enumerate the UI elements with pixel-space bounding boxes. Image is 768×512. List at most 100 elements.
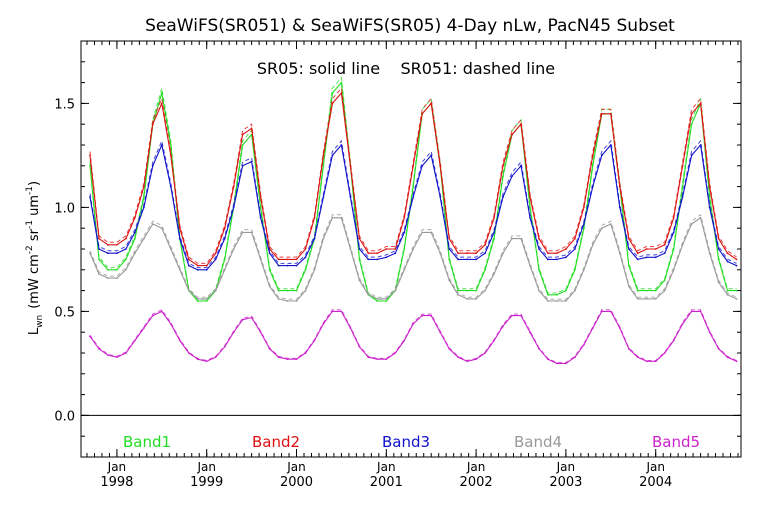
data-point-band3 — [196, 268, 199, 271]
data-point-band4 — [421, 231, 424, 234]
data-point-band2 — [412, 164, 415, 167]
data-point-band2 — [600, 112, 603, 115]
data-point-band3 — [583, 223, 585, 225]
data-point-band2 — [565, 248, 567, 250]
data-point-band3 — [466, 258, 468, 261]
data-point-band4 — [654, 298, 657, 300]
data-point-band5 — [484, 352, 486, 354]
data-point-band1 — [547, 293, 549, 296]
data-point-band5 — [627, 347, 630, 350]
data-point-band4 — [98, 273, 100, 275]
data-point-band4 — [196, 298, 199, 300]
data-point-band5 — [583, 343, 585, 346]
data-point-band3 — [421, 164, 424, 167]
data-point-band2 — [304, 248, 307, 250]
data-point-band1 — [134, 237, 136, 240]
data-point-band2 — [726, 252, 729, 255]
data-point-band4 — [268, 285, 271, 288]
data-point-band4 — [574, 289, 576, 292]
data-point-band2 — [358, 237, 361, 240]
data-point-band4 — [412, 248, 415, 250]
data-point-band2 — [466, 252, 468, 255]
data-point-band5 — [493, 339, 495, 342]
data-point-band3 — [322, 196, 325, 198]
data-point-band3 — [681, 196, 684, 198]
data-point-band5 — [726, 356, 729, 359]
data-point-band5 — [538, 347, 540, 350]
data-point-band1 — [376, 300, 379, 302]
data-point-band4 — [340, 216, 343, 219]
data-point-band1 — [403, 248, 406, 250]
data-point-band3 — [89, 196, 91, 198]
data-point-band4 — [367, 293, 370, 296]
data-point-band3 — [205, 268, 208, 271]
data-point-band2 — [277, 258, 280, 261]
data-point-band3 — [556, 258, 558, 261]
data-point-band5 — [331, 310, 334, 313]
data-point-band5 — [609, 310, 612, 313]
data-point-band3 — [493, 231, 495, 234]
data-point-band1 — [196, 300, 199, 302]
data-point-band5 — [196, 358, 199, 361]
data-point-band3 — [223, 237, 226, 240]
data-point-band2 — [259, 196, 262, 198]
x-tick-label-month: Jan — [556, 460, 576, 474]
data-point-band1 — [529, 206, 531, 209]
data-point-band2 — [591, 154, 594, 157]
data-point-band2 — [457, 252, 459, 255]
data-point-band2 — [708, 185, 711, 188]
data-point-band4 — [484, 289, 486, 292]
data-point-band1 — [268, 268, 271, 271]
data-point-band1 — [98, 258, 100, 261]
data-point-band3 — [645, 256, 648, 259]
x-tick-label-month: Jan — [286, 460, 306, 474]
data-point-band2 — [241, 133, 244, 136]
data-point-band1 — [457, 289, 459, 292]
data-point-band2 — [421, 112, 424, 115]
data-point-band1 — [412, 185, 415, 188]
data-point-band2 — [313, 216, 316, 219]
data-point-band5 — [205, 360, 208, 363]
data-point-band4 — [645, 298, 648, 300]
data-point-band5 — [735, 360, 738, 363]
series-line-band3-sr051 — [89, 139, 737, 269]
data-point-band2 — [143, 185, 145, 188]
data-point-band4 — [241, 231, 244, 234]
data-point-band4 — [547, 300, 549, 302]
data-point-band3 — [690, 154, 693, 157]
data-point-band3 — [403, 231, 406, 234]
data-point-band1 — [205, 300, 208, 302]
data-point-band3 — [412, 196, 415, 198]
data-point-band2 — [627, 237, 630, 240]
data-point-band5 — [565, 362, 567, 365]
data-point-band2 — [520, 123, 522, 126]
data-point-band3 — [735, 264, 738, 267]
data-point-band2 — [322, 154, 325, 157]
data-point-band3 — [385, 256, 388, 259]
data-point-band1 — [125, 258, 127, 261]
data-point-band1 — [636, 289, 639, 292]
data-point-band4 — [708, 252, 711, 255]
data-point-band1 — [116, 268, 118, 271]
data-point-band3 — [349, 196, 352, 198]
data-point-band5 — [304, 352, 307, 354]
data-point-band4 — [169, 248, 172, 250]
data-point-band3 — [187, 264, 190, 267]
x-tick-label-year: 2004 — [639, 475, 672, 490]
data-point-band4 — [187, 289, 190, 292]
data-point-band2 — [493, 216, 495, 219]
y-axis-label-exp: -2 — [25, 245, 35, 254]
data-point-band1 — [277, 289, 280, 292]
data-point-band1 — [583, 227, 585, 230]
data-point-band3 — [295, 264, 298, 267]
data-point-band2 — [223, 227, 226, 230]
data-point-band5 — [232, 331, 235, 334]
data-point-band4 — [89, 252, 91, 255]
data-point-band4 — [116, 277, 118, 279]
data-point-band2 — [331, 102, 334, 105]
data-point-band5 — [322, 323, 325, 325]
data-point-band5 — [151, 314, 154, 317]
data-point-band2 — [538, 237, 540, 240]
data-point-band4 — [277, 298, 280, 300]
data-point-band4 — [448, 279, 451, 282]
